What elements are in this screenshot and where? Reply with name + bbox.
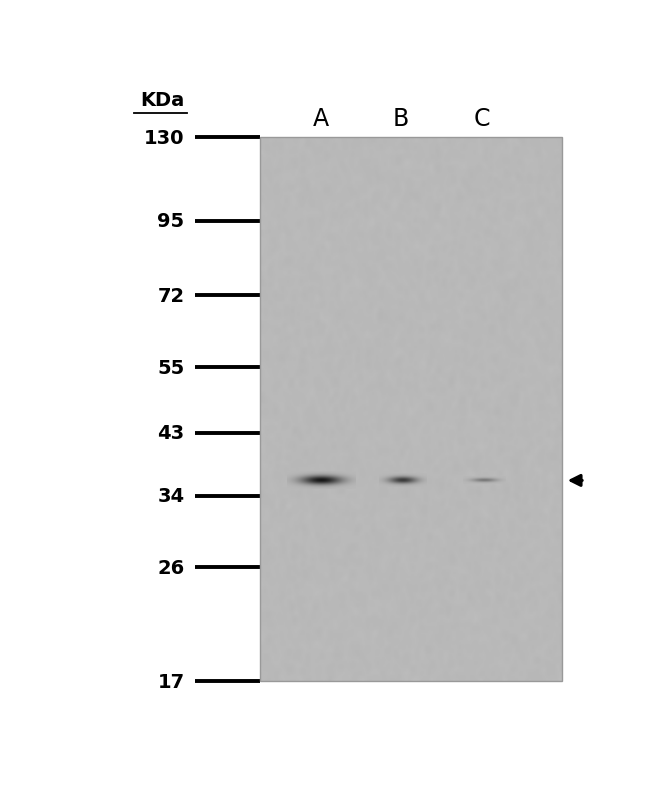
Text: KDa: KDa <box>140 91 185 110</box>
Text: 72: 72 <box>157 286 185 305</box>
Text: A: A <box>313 107 329 131</box>
Text: 130: 130 <box>144 128 185 148</box>
Text: 55: 55 <box>157 358 185 377</box>
Text: 26: 26 <box>157 558 185 577</box>
Text: 43: 43 <box>157 424 185 443</box>
Text: B: B <box>393 107 410 131</box>
Bar <box>260 138 562 681</box>
Text: 34: 34 <box>157 487 185 505</box>
Text: C: C <box>473 107 490 131</box>
Text: 17: 17 <box>157 672 185 691</box>
Text: 95: 95 <box>157 212 185 231</box>
